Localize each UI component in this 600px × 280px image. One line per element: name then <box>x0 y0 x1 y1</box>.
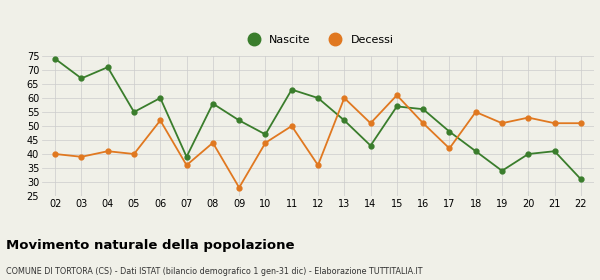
Legend: Nascite, Decessi: Nascite, Decessi <box>238 31 398 50</box>
Text: COMUNE DI TORTORA (CS) - Dati ISTAT (bilancio demografico 1 gen-31 dic) - Elabor: COMUNE DI TORTORA (CS) - Dati ISTAT (bil… <box>6 267 422 276</box>
Text: Movimento naturale della popolazione: Movimento naturale della popolazione <box>6 239 295 252</box>
